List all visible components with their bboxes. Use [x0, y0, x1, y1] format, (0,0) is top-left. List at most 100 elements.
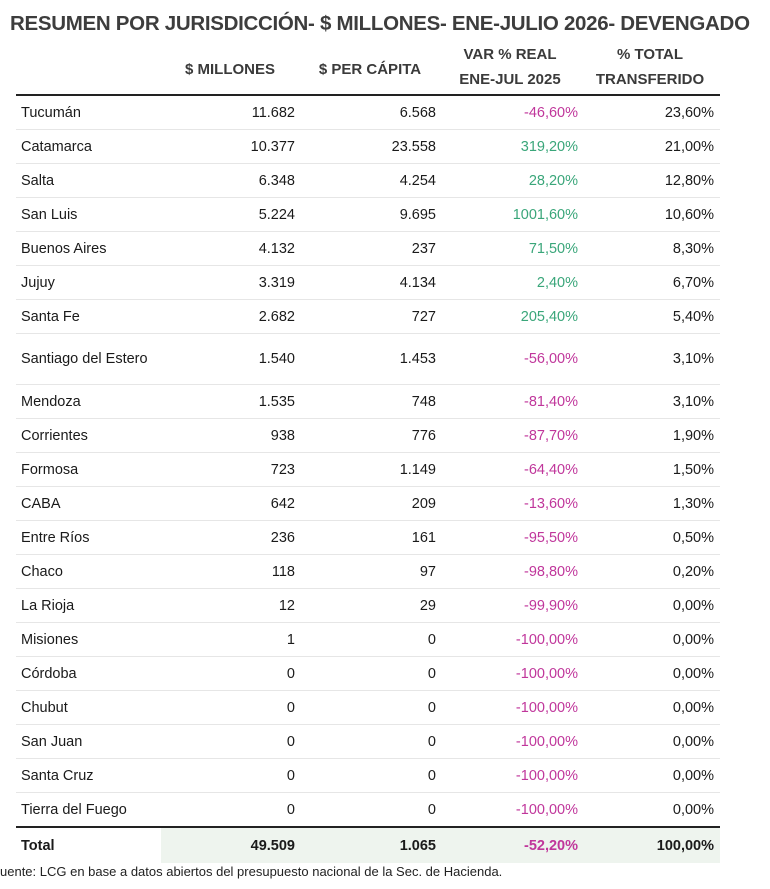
per-capita-value: 4.254	[301, 163, 442, 198]
pct-total-value: 0,00%	[586, 622, 720, 657]
jurisdiction-name: Misiones	[16, 622, 161, 657]
millones-value: 10.377	[161, 129, 301, 164]
table-row: Tucumán 11.682 6.568 -46,60% 23,60%	[16, 96, 720, 130]
pct-total-value: 0,20%	[586, 554, 720, 589]
pct-total-value: 3,10%	[586, 384, 720, 419]
millones-value: 11.682	[161, 96, 301, 130]
per-capita-value: 23.558	[301, 129, 442, 164]
table-row: Tierra del Fuego 0 0 -100,00% 0,00%	[16, 792, 720, 828]
pct-total-value: 0,00%	[586, 588, 720, 623]
var-real-value: 1001,60%	[442, 197, 586, 232]
per-capita-value: 29	[301, 588, 442, 623]
table-row: Santa Fe 2.682 727 205,40% 5,40%	[16, 299, 720, 334]
millones-value: 938	[161, 418, 301, 453]
per-capita-value: 209	[301, 486, 442, 521]
var-real-value: -95,50%	[442, 520, 586, 555]
per-capita-value: 97	[301, 554, 442, 589]
millones-value: 0	[161, 656, 301, 691]
table-row: CABA 642 209 -13,60% 1,30%	[16, 486, 720, 521]
table-body: Tucumán 11.682 6.568 -46,60% 23,60% Catamarca…	[16, 96, 720, 863]
jurisdiction-name: San Luis	[16, 197, 161, 232]
pct-total-value: 1,90%	[586, 418, 720, 453]
header-per-capita: $ PER CÁPITA	[300, 57, 440, 82]
millones-value: 723	[161, 452, 301, 487]
per-capita-value: 9.695	[301, 197, 442, 232]
jurisdiction-name: Santa Fe	[16, 299, 161, 334]
var-real-value: -13,60%	[442, 486, 586, 521]
var-real-value: 28,20%	[442, 163, 586, 198]
per-capita-value: 237	[301, 231, 442, 266]
source-note: uente: LCG en base a datos abiertos del …	[0, 864, 503, 879]
table-row: Santiago del Estero 1.540 1.453 -56,00% 3,10…	[16, 333, 720, 385]
header-total-line2: TRANSFERIDO	[595, 71, 705, 88]
table-row: Córdoba 0 0 -100,00% 0,00%	[16, 656, 720, 691]
millones-value: 3.319	[161, 265, 301, 300]
table-row: Misiones 1 0 -100,00% 0,00%	[16, 622, 720, 657]
pct-total-value: 6,70%	[586, 265, 720, 300]
table-row: San Luis 5.224 9.695 1001,60% 10,60%	[16, 197, 720, 232]
total-var-real: -52,20%	[442, 826, 586, 863]
jurisdiction-name: Catamarca	[16, 129, 161, 164]
per-capita-value: 0	[301, 656, 442, 691]
millones-value: 0	[161, 724, 301, 759]
per-capita-value: 776	[301, 418, 442, 453]
jurisdiction-name: Salta	[16, 163, 161, 198]
table-row: San Juan 0 0 -100,00% 0,00%	[16, 724, 720, 759]
var-real-value: -87,70%	[442, 418, 586, 453]
jurisdiction-name: San Juan	[16, 724, 161, 759]
header-millones: $ MILLONES	[160, 57, 300, 82]
var-real-value: 205,40%	[442, 299, 586, 334]
jurisdiction-name: Corrientes	[16, 418, 161, 453]
report-title: RESUMEN POR JURISDICCIÓN- $ MILLONES- EN…	[10, 12, 750, 35]
jurisdiction-name: Buenos Aires	[16, 231, 161, 266]
var-real-value: -46,60%	[442, 96, 586, 130]
table-row: Mendoza 1.535 748 -81,40% 3,10%	[16, 384, 720, 419]
jurisdiction-name: CABA	[16, 486, 161, 521]
header-total-line1: % TOTAL	[616, 46, 684, 63]
pct-total-value: 1,30%	[586, 486, 720, 521]
table-row: Salta 6.348 4.254 28,20% 12,80%	[16, 163, 720, 198]
jurisdiction-name: Chubut	[16, 690, 161, 725]
total-per-capita: 1.065	[301, 826, 442, 863]
millones-value: 4.132	[161, 231, 301, 266]
pct-total-value: 0,00%	[586, 792, 720, 828]
millones-value: 0	[161, 758, 301, 793]
table-row: Catamarca 10.377 23.558 319,20% 21,00%	[16, 129, 720, 164]
millones-value: 0	[161, 690, 301, 725]
per-capita-value: 748	[301, 384, 442, 419]
var-real-value: -98,80%	[442, 554, 586, 589]
per-capita-value: 6.568	[301, 96, 442, 130]
per-capita-value: 4.134	[301, 265, 442, 300]
var-real-value: 71,50%	[442, 231, 586, 266]
pct-total-value: 0,50%	[586, 520, 720, 555]
millones-value: 0	[161, 792, 301, 828]
header-per-capita-label: $ PER CÁPITA	[318, 61, 422, 78]
jurisdiction-name: La Rioja	[16, 588, 161, 623]
var-real-value: -100,00%	[442, 792, 586, 828]
table-row: Chaco 118 97 -98,80% 0,20%	[16, 554, 720, 589]
header-rule	[16, 94, 720, 96]
per-capita-value: 0	[301, 792, 442, 828]
jurisdiction-name: Formosa	[16, 452, 161, 487]
per-capita-value: 0	[301, 690, 442, 725]
header-total-transferido: % TOTAL TRANSFERIDO	[580, 42, 720, 92]
table-row: Buenos Aires 4.132 237 71,50% 8,30%	[16, 231, 720, 266]
total-row: Total 49.509 1.065 -52,20% 100,00%	[16, 826, 720, 863]
pct-total-value: 12,80%	[586, 163, 720, 198]
millones-value: 118	[161, 554, 301, 589]
pct-total-value: 0,00%	[586, 656, 720, 691]
table-row: La Rioja 12 29 -99,90% 0,00%	[16, 588, 720, 623]
table-row: Entre Ríos 236 161 -95,50% 0,50%	[16, 520, 720, 555]
millones-value: 6.348	[161, 163, 301, 198]
jurisdiction-name: Mendoza	[16, 384, 161, 419]
millones-value: 1	[161, 622, 301, 657]
pct-total-value: 10,60%	[586, 197, 720, 232]
var-real-value: -100,00%	[442, 690, 586, 725]
millones-value: 1.535	[161, 384, 301, 419]
var-real-value: -100,00%	[442, 656, 586, 691]
pct-total-value: 1,50%	[586, 452, 720, 487]
var-real-value: -56,00%	[442, 333, 586, 385]
millones-value: 1.540	[161, 333, 301, 385]
jurisdiction-name: Entre Ríos	[16, 520, 161, 555]
millones-value: 236	[161, 520, 301, 555]
